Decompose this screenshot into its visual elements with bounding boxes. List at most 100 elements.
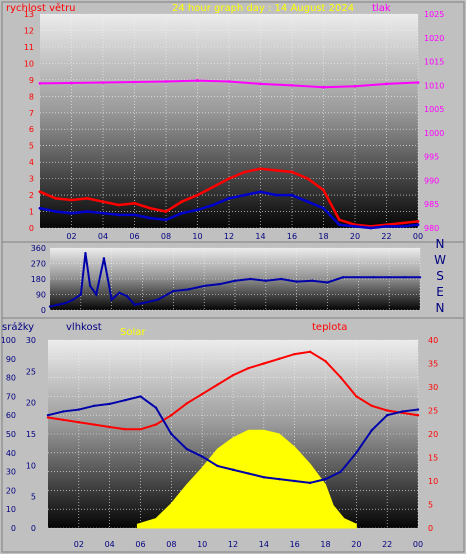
humidity-x-tick-label: 10 xyxy=(197,540,207,549)
humidity-y-tick-label: 30 xyxy=(6,468,16,477)
wind-speed-point xyxy=(117,213,121,217)
direction-point xyxy=(249,277,252,281)
humidity-x-tick-label: 22 xyxy=(382,540,392,549)
direction-point xyxy=(64,301,67,305)
temperature-point xyxy=(154,423,158,426)
humidity-point xyxy=(108,402,111,406)
humidity-x-tick-label: 16 xyxy=(290,540,300,549)
humidity-point xyxy=(170,432,173,436)
humidity-point xyxy=(355,451,358,454)
wind-y-tick-label: 4 xyxy=(29,158,34,167)
humidity-point xyxy=(46,414,50,417)
direction-point xyxy=(218,282,221,286)
direction-point xyxy=(418,276,422,279)
wind-x-tick-label: 04 xyxy=(98,232,108,241)
humidity-point xyxy=(77,408,81,411)
wind-speed-point xyxy=(385,224,388,228)
direction-point xyxy=(56,303,59,307)
pressure-y-tick-label: 990 xyxy=(424,176,439,185)
direction-y-tick-label: 90 xyxy=(36,291,46,300)
temperature-point xyxy=(108,425,111,429)
humidity-y-tick-label: 10 xyxy=(6,505,16,514)
gust-point xyxy=(85,196,89,200)
temperature-point xyxy=(46,416,50,419)
wind-x-tick-label: 06 xyxy=(129,232,139,241)
humidity-y-tick-label: 60 xyxy=(6,411,16,420)
humidity-point xyxy=(154,406,158,409)
direction-point xyxy=(341,276,345,279)
direction-point xyxy=(357,276,360,279)
gust-point xyxy=(101,200,105,204)
wind-x-tick-label: 16 xyxy=(287,232,297,241)
direction-point xyxy=(110,298,113,301)
pressure-y-tick-label: 1000 xyxy=(424,129,444,138)
humidity-point xyxy=(231,468,235,471)
pressure-point xyxy=(290,83,294,87)
direction-y-tick-label: 270 xyxy=(31,260,46,269)
humidity-point xyxy=(416,408,420,411)
gust-point xyxy=(243,170,247,174)
wind-speed-point xyxy=(369,226,373,230)
direction-point xyxy=(403,276,406,279)
temperature-point xyxy=(77,421,81,424)
wind-speed-point xyxy=(133,213,136,217)
direction-point xyxy=(71,298,75,301)
wind-plot-area xyxy=(40,14,418,228)
humidity-y-tick-label: 0 xyxy=(11,524,16,533)
humidity-y-tick-label: 80 xyxy=(6,374,16,383)
direction-point xyxy=(48,305,52,308)
temperature-point xyxy=(62,418,65,422)
direction-point xyxy=(280,277,283,281)
temperature-point xyxy=(385,409,389,412)
wind-speed-point xyxy=(85,210,89,213)
direction-point xyxy=(141,301,144,305)
wind-speed-point xyxy=(180,211,184,215)
direction-y-tick-label: 180 xyxy=(31,275,46,284)
direction-series-group xyxy=(48,251,422,308)
temperature-point xyxy=(231,374,235,377)
rain-y-tick-label: 30 xyxy=(26,336,36,345)
gust-point xyxy=(148,206,152,210)
temperature-point xyxy=(293,352,296,356)
gust-point xyxy=(274,168,278,172)
direction-point xyxy=(310,279,314,282)
humidity-point xyxy=(339,470,343,473)
gust-point xyxy=(164,210,168,213)
temperature-y-tick-label: 0 xyxy=(428,524,433,533)
pressure-point xyxy=(353,84,357,88)
pressure-y-tick-label: 1020 xyxy=(424,34,444,43)
pressure-point xyxy=(70,81,73,85)
wind-speed-point xyxy=(54,210,58,213)
direction-y-tick-labels: 0 90 180 270 360 xyxy=(31,244,46,315)
wind-grid xyxy=(40,13,419,229)
wind-speed-point xyxy=(259,190,262,194)
pressure-point xyxy=(133,80,136,84)
pressure-point xyxy=(164,80,168,83)
gust-point xyxy=(337,218,341,222)
temperature-point xyxy=(416,414,420,417)
wind-speed-point xyxy=(101,211,105,215)
rain-y-tick-label: 5 xyxy=(31,493,36,502)
temperature-point xyxy=(355,395,358,398)
pressure-y-tick-label: 980 xyxy=(424,224,439,233)
wind-y-tick-label: 13 xyxy=(24,10,34,19)
direction-point xyxy=(202,284,206,288)
gust-point xyxy=(416,220,420,223)
direction-y-tick-label: 0 xyxy=(41,306,46,315)
gust-point xyxy=(322,188,325,192)
humidity-point xyxy=(200,455,204,458)
humidity-point xyxy=(324,477,327,481)
wind-x-tick-label: 02 xyxy=(66,232,76,241)
wind-speed-point xyxy=(148,216,152,220)
gust-point xyxy=(196,193,199,197)
wind-speed-point xyxy=(38,206,42,210)
temperature-point xyxy=(262,362,266,365)
direction-y-tick-label: 360 xyxy=(31,244,46,253)
humidity-x-tick-label: 08 xyxy=(166,540,176,549)
pressure-y-tick-label: 1015 xyxy=(424,58,444,67)
temperature-y-tick-label: 40 xyxy=(428,336,438,345)
pressure-ylabel: tlak xyxy=(372,3,391,14)
wind-x-tick-label: 00 xyxy=(413,232,423,241)
wind-speed-point xyxy=(196,208,199,212)
